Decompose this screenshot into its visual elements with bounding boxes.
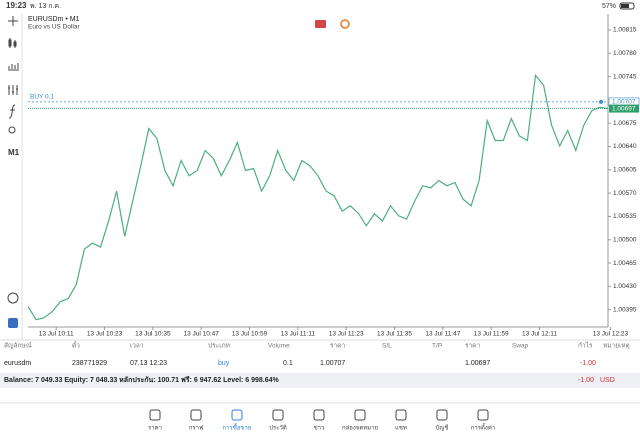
x-tick-label: 13 Jul 12:11 — [522, 331, 557, 338]
y-tick-label: 1.00395 — [613, 306, 637, 313]
crosshair-tool[interactable] — [8, 16, 18, 26]
battery: 57% — [602, 3, 616, 10]
table-header: ประเภท — [208, 343, 230, 350]
nav-label[interactable]: กล่องจดหมาย — [342, 425, 378, 432]
table-header: Swap — [512, 343, 529, 350]
x-tick-label: 13 Jul 10:23 — [87, 331, 123, 338]
nav-icon[interactable] — [272, 409, 284, 421]
x-tick-label: 13 Jul 11:23 — [329, 331, 364, 338]
table-cell: 0.1 — [283, 360, 293, 367]
symbol: EURUSDm • M1 — [28, 16, 80, 23]
table-header: หมายเหตุ — [603, 343, 630, 350]
x-tick-label: 13 Jul 11:11 — [281, 331, 316, 338]
toolbar — [7, 16, 19, 304]
balance-band — [0, 373, 640, 388]
table-header: ราคา — [465, 343, 480, 350]
nav-icon[interactable] — [231, 409, 243, 421]
table-header: เวลา — [130, 343, 144, 350]
x-tick-label: 13 Jul 12:23 — [593, 331, 629, 338]
total-profit: -1.00 — [578, 377, 594, 384]
nav-label[interactable]: กราฟ — [189, 425, 203, 432]
table-header: Volume — [268, 343, 290, 350]
table-header: T/P — [432, 343, 442, 350]
nav-icon[interactable] — [190, 409, 202, 421]
bid-price: 1.00697 — [612, 105, 636, 112]
app-icon[interactable] — [8, 318, 18, 328]
nav-icon[interactable] — [477, 409, 489, 421]
status-time: 19:23 — [6, 1, 27, 10]
nav-label[interactable]: ราคา — [148, 425, 162, 432]
table-cell: 238771929 — [72, 360, 107, 367]
y-tick-label: 1.00745 — [613, 73, 637, 80]
signal-button[interactable] — [340, 19, 350, 29]
table-cell: 1.00707 — [320, 360, 345, 367]
settings-tool[interactable] — [8, 85, 18, 95]
battery-icon — [619, 2, 635, 10]
y-tick-label: 1.00640 — [613, 143, 637, 150]
y-tick-label: 1.00570 — [613, 190, 637, 197]
x-tick-label: 13 Jul 10:47 — [183, 331, 219, 338]
nav-label[interactable]: การตั้งค่า — [471, 422, 495, 432]
x-tick-label: 13 Jul 11:59 — [474, 331, 509, 338]
price-line — [27, 73, 609, 321]
x-tick-label: 13 Jul 10:59 — [232, 331, 268, 338]
indicator-tool[interactable] — [8, 63, 19, 71]
x-tick-label: 13 Jul 11:47 — [425, 331, 460, 338]
y-tick-label: 1.00815 — [613, 27, 637, 34]
table-header: S/L — [382, 343, 392, 350]
trade-button[interactable] — [315, 20, 326, 28]
bid-price-box — [609, 104, 639, 113]
nav-label[interactable]: แชท — [395, 425, 407, 432]
objects-tool[interactable] — [8, 104, 16, 119]
table-cell: 1.00697 — [465, 360, 490, 367]
y-tick-label: 1.00430 — [613, 283, 637, 290]
y-tick-label: 1.00465 — [613, 260, 637, 267]
nav-label[interactable]: การซื้อขาย — [223, 422, 252, 432]
y-tick-label: 1.00605 — [613, 167, 637, 174]
nav-icon[interactable] — [436, 409, 448, 421]
x-tick-label: 13 Jul 10:11 — [39, 331, 74, 338]
nav-icon[interactable] — [149, 409, 161, 421]
balance: Balance: 7 049.33 Equity: 7 048.33 หลักป… — [4, 376, 280, 384]
symbol-description: Euro vs US Dollar — [28, 24, 80, 31]
nav-label[interactable]: ประวัติ — [269, 425, 287, 432]
table-header: ตั๋ว — [72, 340, 80, 349]
timeframe[interactable]: M1 — [8, 148, 20, 157]
table-cell: 07.13 12:23 — [130, 360, 167, 367]
table-cell: eurusdm — [4, 360, 31, 367]
nav-icon[interactable] — [395, 409, 407, 421]
nav-label[interactable]: บัญชี — [436, 424, 449, 432]
currency: USD — [600, 377, 615, 384]
nav-label[interactable]: ข่าว — [314, 425, 325, 432]
table-cell: -1.00 — [580, 360, 596, 367]
status-date: พ. 13 ก.ค. — [30, 3, 61, 10]
table-cell: buy — [218, 360, 230, 367]
zoom-tool[interactable] — [7, 292, 19, 304]
x-tick-label: 13 Jul 10:35 — [135, 331, 171, 338]
order-price: 1.00707 — [612, 99, 636, 106]
shapes-tool[interactable] — [8, 126, 16, 134]
chart-type-tool[interactable] — [8, 38, 17, 48]
y-tick-label: 1.00780 — [613, 50, 637, 57]
table-header: ราคา — [330, 343, 345, 350]
nav-icon[interactable] — [313, 409, 325, 421]
y-tick-label: 1.00535 — [613, 213, 637, 220]
nav-icon[interactable] — [354, 409, 366, 421]
battery-level — [621, 4, 629, 8]
x-tick-label: 13 Jul 11:35 — [377, 331, 412, 338]
table-header: สัญลักษณ์ — [4, 342, 32, 350]
y-tick-label: 1.00675 — [613, 120, 637, 127]
order-marker — [599, 99, 603, 104]
y-tick-label: 1.00500 — [613, 236, 637, 243]
table-header: กำไร — [578, 342, 593, 350]
order-label: BUY 0.1 — [30, 94, 54, 101]
